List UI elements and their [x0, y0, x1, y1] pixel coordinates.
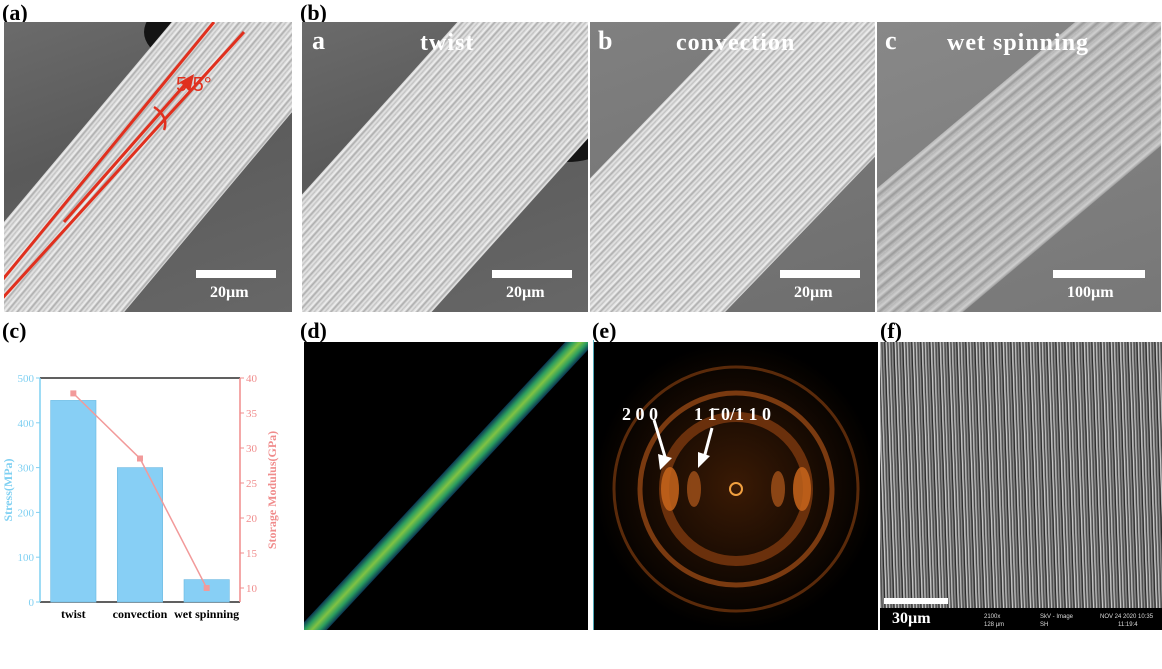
y2-tick-label-10: 10	[246, 583, 258, 595]
info-bar	[880, 608, 1162, 630]
y2-tick-label-20: 20	[246, 513, 258, 525]
subtitle-convection: convection	[676, 30, 796, 56]
angle-annotation	[4, 22, 246, 299]
subtitle-twist: twist	[420, 30, 475, 56]
y-tick-label-100: 100	[18, 552, 35, 564]
peak-200-label: 2 0 0	[622, 404, 658, 424]
y2-tick-label-35: 35	[246, 408, 258, 420]
panel-b-twist-image: a twist 20µm	[302, 22, 588, 312]
y2-tick-label-15: 15	[246, 548, 258, 560]
panel-c-label: (c)	[2, 318, 27, 343]
panel-a-label: (a)	[2, 0, 28, 25]
scale-bar-label: 20µm	[794, 284, 833, 301]
info-date: NOV 24 2020 10:35	[1100, 614, 1154, 620]
y2-tick-label-25: 25	[246, 478, 258, 490]
peak-110-label: 1 1̄ 0/1 1 0	[694, 404, 772, 424]
y2-tick-label-40: 40	[246, 373, 258, 385]
panel-divider	[593, 340, 594, 630]
scale-bar	[884, 598, 948, 604]
subtitle-wet-spinning: wet spinning	[947, 30, 1090, 56]
scale-bar-label: 20µm	[506, 284, 545, 301]
fiber-bundle	[877, 22, 1161, 312]
panel-b-label: (b)	[300, 0, 327, 25]
panel-f-label: (f)	[880, 318, 902, 343]
info-time: 11:19:4	[1118, 622, 1138, 628]
info-detector: SH	[1040, 622, 1049, 628]
stress-modulus-chart: 0 100 200 300 400 500 10 15 20 25 30 35 40 twist conve…	[1, 373, 279, 621]
panel-b-convection-image: b convection 20µm	[590, 22, 875, 312]
y-tick-label-500: 500	[18, 373, 35, 385]
sublabel-a: a	[312, 26, 325, 55]
panel-a-sem-image: 5.5° 20µm	[4, 22, 292, 312]
panel-e-label: (e)	[592, 318, 617, 343]
x-tick-label-0: twist	[61, 607, 86, 621]
panel-f-sem-image: 30µm 2100x 128 µm SkV - Image SH NOV 24 …	[880, 342, 1162, 630]
info-mode: SkV - Image	[1040, 614, 1074, 620]
angle-label: 5.5°	[176, 74, 212, 96]
scale-bar-label: 30µm	[892, 610, 931, 627]
panel-d-fluorescence-image	[304, 342, 588, 630]
fiber-bundle	[302, 22, 588, 312]
panel-d-label: (d)	[300, 318, 327, 343]
modulus-point-0	[70, 390, 77, 397]
scale-bar	[492, 270, 572, 278]
fiber-bundle	[590, 22, 875, 312]
y-tick-label-0: 0	[29, 597, 35, 609]
y2-tick-label-30: 30	[246, 443, 258, 455]
info-field: 128 µm	[984, 622, 1005, 628]
y-tick-label-300: 300	[18, 463, 35, 475]
sublabel-b: b	[598, 26, 613, 55]
x-tick-label-2: wet spinning	[174, 607, 239, 621]
info-magnification: 2100x	[984, 614, 1001, 620]
stress-bar-0	[50, 400, 97, 603]
panel-e-diffraction-image: 2 0 0 1 1̄ 0/1 1 0	[594, 342, 878, 630]
modulus-point-1	[137, 455, 143, 462]
diffraction-rings	[594, 342, 878, 630]
scale-bar-label: 100µm	[1067, 284, 1114, 301]
y-tick-label-200: 200	[18, 507, 35, 519]
scale-bar	[196, 270, 276, 278]
y-tick-label-400: 400	[18, 418, 35, 430]
scale-bar	[1053, 270, 1145, 278]
y-axis-label: Stress(MPa)	[1, 458, 15, 521]
y2-axis-label: Storage Modulus(GPa)	[265, 431, 279, 549]
x-tick-label-1: convection	[113, 607, 168, 621]
modulus-point-2	[203, 585, 210, 591]
stress-bar-1	[117, 467, 163, 603]
sublabel-c: c	[885, 26, 897, 55]
scale-bar-label: 20µm	[210, 284, 249, 301]
scale-bar	[780, 270, 860, 278]
fluorescent-fiber	[304, 342, 588, 630]
panel-b-wet-spinning-image: c wet spinning 100µm	[877, 22, 1161, 312]
